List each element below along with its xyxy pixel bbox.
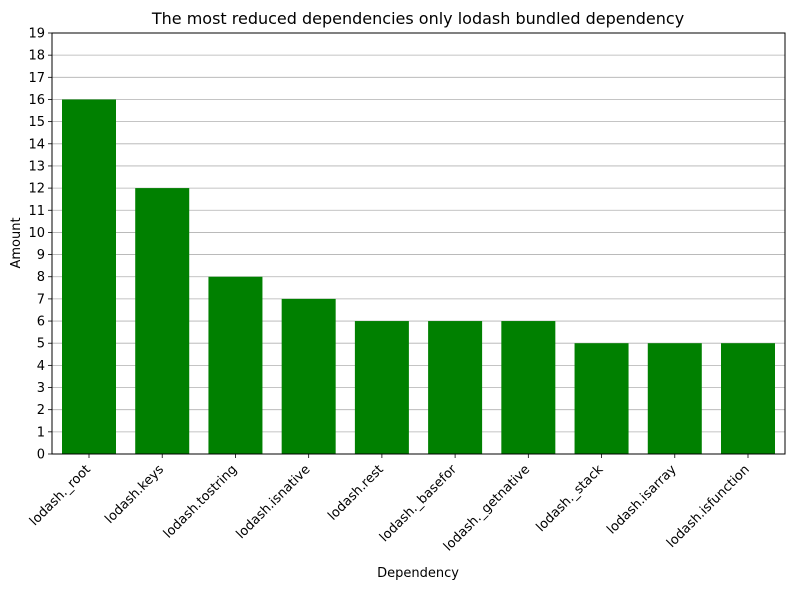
bars [62,99,775,454]
bar [354,321,409,454]
y-tick-label: 17 [28,71,45,86]
bar [135,188,190,454]
x-tick-label: lodash.tostring [161,462,240,541]
bar [721,343,775,454]
y-tick-label: 11 [28,204,45,219]
y-tick-label: 5 [37,337,45,352]
y-tick-label: 18 [28,49,45,64]
bar [281,298,336,454]
chart-title: The most reduced dependencies only lodas… [151,9,684,28]
y-tick-label: 16 [28,93,45,108]
axes [51,32,786,455]
y-tick-label: 1 [37,425,45,440]
x-tick-label: lodash.keys [102,462,167,527]
y-tick-label: 0 [37,448,45,463]
x-axis-label: Dependency [377,566,459,581]
y-tick-label: 15 [28,115,45,130]
y-tick-label: 9 [37,248,45,263]
y-axis-label: Amount [9,217,24,268]
bar [647,343,702,454]
x-tick-label: lodash.isnative [234,462,314,542]
bar [574,343,629,454]
y-tick-label: 2 [37,403,45,418]
y-tick-label: 7 [37,292,45,307]
y-tick-label: 10 [28,226,45,241]
y-tick-label: 13 [28,159,45,174]
x-tick-label: lodash._stack [534,462,607,535]
y-tick-label: 12 [28,182,45,197]
y-tick-label: 14 [28,137,45,152]
y-tick-label: 19 [28,27,45,42]
x-tick-label: lodash._basefor [377,462,460,545]
x-tick-label: lodash._root [27,462,94,529]
plot-frame [51,32,786,455]
y-tick-label: 6 [37,315,45,330]
y-tick-label: 3 [37,381,45,396]
x-tick-label: lodash.rest [325,462,386,523]
bar [428,321,483,454]
bar [501,321,556,454]
bar [208,276,263,454]
bar [62,99,116,454]
y-tick-label: 4 [37,359,45,374]
y-tick-label: 8 [37,270,45,285]
x-axis-ticks: lodash._root lodash.keyslodash.tostringlo… [27,454,753,554]
x-tick-label: lodash.isarray [604,462,679,537]
x-tick-label: lodash.isfunction [664,462,753,551]
